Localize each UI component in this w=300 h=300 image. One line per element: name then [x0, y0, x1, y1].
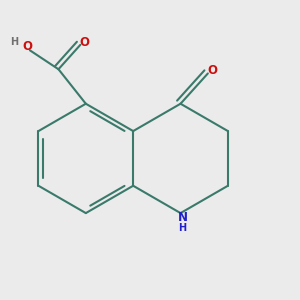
Text: O: O: [207, 64, 217, 76]
Text: O: O: [22, 40, 32, 53]
Text: O: O: [80, 36, 90, 49]
Text: N: N: [178, 211, 188, 224]
Text: H: H: [178, 223, 187, 233]
Text: H: H: [10, 37, 18, 47]
